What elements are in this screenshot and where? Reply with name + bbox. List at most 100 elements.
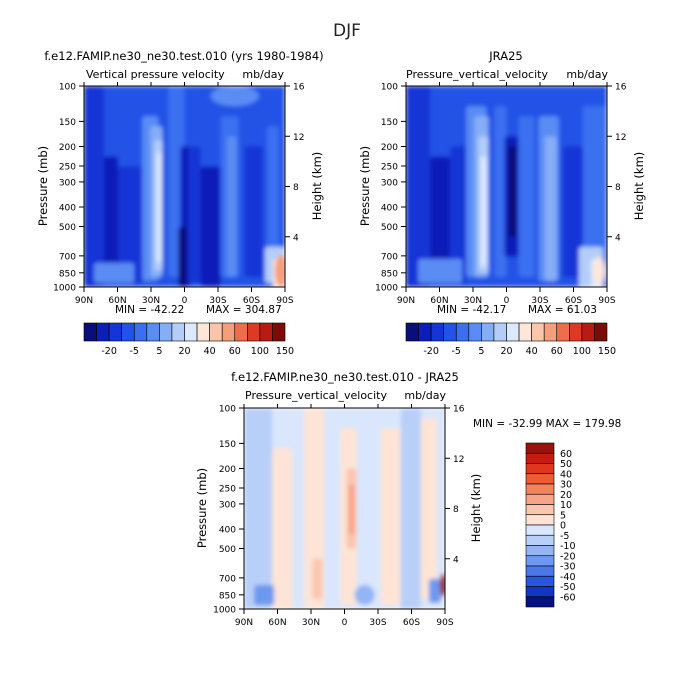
panel-model-min: MIN = -42.22 <box>115 304 184 316</box>
field-band <box>244 408 273 609</box>
colorbar-label: 150 <box>276 346 294 357</box>
colorbar-label: -30 <box>560 562 576 573</box>
colorbar-swatch <box>159 322 173 342</box>
field-band <box>420 418 437 599</box>
colorbar-swatch <box>259 322 273 342</box>
colorbar-swatch <box>525 555 555 567</box>
colorbar-label: -60 <box>560 592 576 603</box>
x-tick-label: 90S <box>276 296 293 306</box>
field-blob <box>354 584 375 605</box>
colorbar-swatch <box>83 322 97 342</box>
y-tick-label: 850 <box>59 269 76 279</box>
colorbar-label: 10 <box>560 500 572 511</box>
colorbar-swatch <box>418 322 432 342</box>
field-band <box>508 146 517 237</box>
colorbar-swatch <box>525 534 555 546</box>
colorbar-label: 5 <box>156 346 162 357</box>
panel-reanalysis-variable-title: Pressure_vertical_velocity <box>406 68 548 81</box>
y-right-tick-label: 12 <box>615 133 626 143</box>
colorbar-label: -20 <box>101 346 117 357</box>
colorbar-swatch <box>247 322 261 342</box>
field-band <box>450 146 467 283</box>
colorbar-swatch <box>493 322 507 342</box>
y-tick-label: 500 <box>381 223 398 233</box>
panel-reanalysis-axes: 90N 60N 30N 0 30S 60S 90S 100 150 200 250 300 400 500… <box>375 82 627 306</box>
y-tick-label: 150 <box>381 118 398 128</box>
field-band <box>544 136 557 281</box>
field-blob <box>592 256 605 285</box>
colorbar-swatch <box>405 322 419 342</box>
panel-reanalysis-ylabel: Pressure (mb) <box>358 146 372 226</box>
colorbar-swatch <box>525 565 555 577</box>
field-band <box>178 226 187 287</box>
x-tick-label: 90S <box>598 296 615 306</box>
x-tick-label: 30S <box>531 296 548 306</box>
panel-difference-ylabel-right: Height (km) <box>469 474 483 543</box>
x-tick-label: 30S <box>209 296 226 306</box>
colorbar-swatch <box>525 473 555 485</box>
field-band <box>562 146 583 277</box>
colorbar-label: 60 <box>551 346 563 357</box>
colorbar-label: 0 <box>560 521 566 532</box>
panel-model-field <box>84 86 285 287</box>
y-tick-label: 700 <box>59 252 76 262</box>
y-tick-label: 150 <box>219 440 236 450</box>
colorbar-swatch <box>581 322 595 342</box>
field-band <box>292 408 305 609</box>
panel-reanalysis-ylabel-right: Height (km) <box>632 152 646 221</box>
field-band <box>436 408 445 609</box>
y-right-tick-label: 8 <box>453 505 459 515</box>
field-band <box>94 262 135 283</box>
x-tick-label: 60S <box>565 296 582 306</box>
y-tick-label: 100 <box>219 405 236 415</box>
colorbar-label: -50 <box>560 582 576 593</box>
y-tick-label: 200 <box>219 465 236 475</box>
field-band <box>360 408 381 609</box>
colorbar-label: 100 <box>251 346 269 357</box>
colorbar-swatch <box>531 322 545 342</box>
panel-difference-minmax: MIN = -32.99 MAX = 179.98 <box>473 418 621 430</box>
y-tick-label: 700 <box>219 574 236 584</box>
colorbar-swatch <box>481 322 495 342</box>
colorbar-label: 5 <box>478 346 484 357</box>
colorbar-label: 20 <box>560 490 572 501</box>
panel-difference-field <box>244 408 445 609</box>
x-tick-label: 90N <box>75 296 93 306</box>
panel-model-max: MAX = 304.87 <box>206 304 282 316</box>
x-tick-label: 90S <box>436 618 453 628</box>
y-tick-label: 700 <box>381 252 398 262</box>
panel-model-ylabel-right: Height (km) <box>310 152 324 221</box>
y-tick-label: 1000 <box>53 284 76 294</box>
y-tick-label: 300 <box>219 500 236 510</box>
colorbar-label: 5 <box>560 510 566 521</box>
colorbar-swatch <box>525 504 555 516</box>
colorbar-swatch <box>525 514 555 526</box>
panel-model-units: mb/day <box>242 68 284 81</box>
panel-difference-top-title: f.e12.FAMIP.ne30_ne30.test.010 - JRA25 <box>231 370 459 384</box>
colorbar-label: 20 <box>178 346 190 357</box>
y-tick-label: 300 <box>59 178 76 188</box>
field-band <box>380 428 401 605</box>
field-band <box>272 448 293 609</box>
colorbar-swatch <box>209 322 223 342</box>
x-tick-label: 0 <box>342 618 348 628</box>
field-band <box>200 166 221 287</box>
colorbar-swatch <box>525 596 555 608</box>
colorbar-swatch <box>525 545 555 557</box>
colorbar-swatch <box>146 322 160 342</box>
y-right-tick-label: 4 <box>615 233 621 243</box>
y-tick-label: 100 <box>381 83 398 93</box>
colorbar-swatch <box>272 322 286 342</box>
panel-difference: f.e12.FAMIP.ne30_ne30.test.010 - JRA25 P… <box>195 370 621 628</box>
panel-difference-units: mb/day <box>404 389 446 402</box>
colorbar-swatch <box>221 322 236 342</box>
y-tick-label: 850 <box>381 269 398 279</box>
colorbar-label: -5 <box>130 346 139 357</box>
colorbar-swatch <box>108 322 122 342</box>
y-tick-label: 250 <box>59 162 76 172</box>
x-tick-label: 60S <box>243 296 260 306</box>
colorbar-swatch <box>518 322 532 342</box>
y-tick-label: 300 <box>381 178 398 188</box>
colorbar-swatch <box>525 575 555 587</box>
